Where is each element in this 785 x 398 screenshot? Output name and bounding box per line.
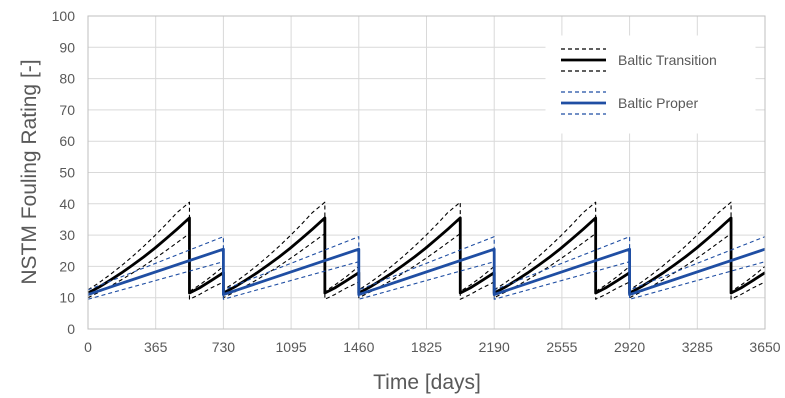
legend-label-baltic-transition: Baltic Transition xyxy=(618,52,717,68)
x-axis-title: Time [days] xyxy=(373,371,481,394)
y-tick-label: 40 xyxy=(59,196,75,212)
series-baltic-transition-lower-line xyxy=(87,232,766,300)
series-baltic-proper-mean-line xyxy=(87,247,766,296)
x-tick-label: 2190 xyxy=(479,339,510,355)
x-tick-label: 365 xyxy=(144,339,168,355)
plot-border xyxy=(87,15,766,330)
series-baltic-proper xyxy=(87,236,766,300)
series-baltic-proper-upper-line xyxy=(87,236,766,291)
x-tick-label: 1460 xyxy=(343,339,374,355)
x-tick-label: 0 xyxy=(84,339,92,355)
x-tick-label: 3650 xyxy=(749,339,780,355)
x-tick-label: 3285 xyxy=(682,339,713,355)
y-tick-label: 90 xyxy=(59,39,75,55)
legend-box xyxy=(545,35,756,134)
y-axis-title: NSTM Fouling Rating [-] xyxy=(18,59,41,284)
y-tick-label: 70 xyxy=(59,102,75,118)
x-tick-label: 2555 xyxy=(546,339,577,355)
y-tick-labels: 0 10 20 30 40 50 60 70 80 90 100 xyxy=(52,8,76,337)
y-tick-label: 10 xyxy=(59,290,75,306)
y-tick-label: 0 xyxy=(67,321,75,337)
y-tick-label: 20 xyxy=(59,258,75,274)
legend-item-baltic-transition: Baltic Transition xyxy=(561,48,717,72)
legend: Baltic Transition Baltic Proper xyxy=(545,35,756,134)
legend-item-baltic-proper: Baltic Proper xyxy=(561,91,698,115)
x-tick-label: 2920 xyxy=(614,339,645,355)
x-tick-label: 1095 xyxy=(276,339,307,355)
y-tick-label: 60 xyxy=(59,133,75,149)
legend-label-baltic-proper: Baltic Proper xyxy=(618,95,698,111)
y-tick-label: 80 xyxy=(59,71,75,87)
series-baltic-transition-upper-line xyxy=(87,201,766,292)
y-tick-label: 50 xyxy=(59,165,75,181)
x-tick-label: 1825 xyxy=(411,339,442,355)
x-tick-label: 730 xyxy=(212,339,236,355)
series-layer xyxy=(87,201,766,300)
y-tick-label: 100 xyxy=(52,8,76,24)
y-tick-label: 30 xyxy=(59,227,75,243)
x-tick-labels: 0 365 730 1095 1460 1825 2190 2555 2920 3285 3650 xyxy=(84,339,781,355)
